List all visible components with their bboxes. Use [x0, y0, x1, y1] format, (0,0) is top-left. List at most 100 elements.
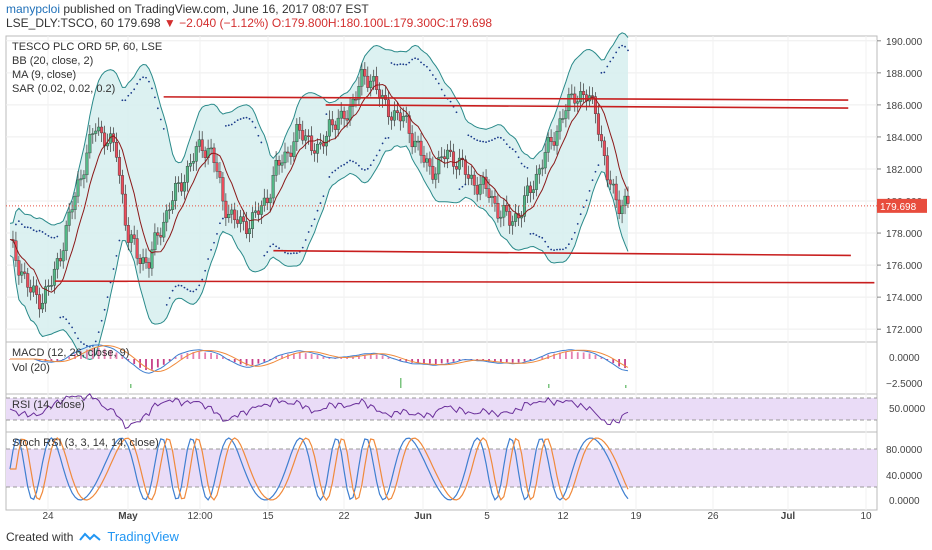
sar-dot-192 — [576, 222, 579, 225]
macd-bar-42 — [133, 359, 136, 364]
time-axis[interactable]: 24 May 12:00 15 22 Jun 5 12 19 26 Jul 10 — [42, 511, 872, 522]
sar-dot-165 — [496, 136, 499, 139]
sar-dot-174 — [523, 165, 526, 168]
candle-body-131 — [395, 110, 399, 114]
sar-dot-76 — [233, 121, 236, 124]
macd-bar-128 — [387, 357, 390, 359]
macd-bar-170 — [511, 359, 514, 363]
sar-dot-133 — [402, 63, 405, 66]
sar-dot-51 — [159, 118, 162, 121]
candle-body-93 — [283, 151, 287, 164]
macd-bar-102 — [310, 354, 313, 359]
price-chart[interactable]: 190.000188.000186.000184.000182.000180.0… — [0, 0, 932, 522]
candle-body-156 — [469, 174, 473, 179]
candle-body-42 — [132, 234, 136, 239]
candle-body-76 — [233, 209, 237, 221]
sar-dot-75 — [230, 123, 233, 126]
sar-dot-74 — [227, 124, 230, 127]
sar-dot-161 — [485, 141, 487, 144]
candle-body-104 — [316, 143, 320, 154]
candle-body-169 — [508, 211, 512, 226]
sar-dot-126 — [381, 142, 384, 145]
sar-dot-178 — [535, 234, 538, 237]
sar-dot-5 — [23, 226, 26, 228]
candle-body-202 — [605, 155, 609, 181]
sar-dot-36 — [115, 254, 118, 257]
candle-body-182 — [546, 137, 550, 153]
candle-body-102 — [310, 135, 314, 151]
candle-body-120 — [363, 69, 367, 77]
time-tick-label-9: 26 — [707, 511, 719, 522]
candle-body-103 — [313, 150, 317, 154]
candle-body-162 — [487, 188, 491, 198]
macd-bar-198 — [594, 355, 597, 359]
sar-dot-20 — [68, 322, 71, 325]
sar-dot-164 — [494, 137, 496, 140]
macd-bar-200 — [600, 357, 603, 359]
candle-body-43 — [135, 238, 139, 259]
legend-ma: MA (9, close) — [12, 69, 76, 81]
sar-dot-131 — [396, 63, 399, 66]
sar-dot-121 — [366, 167, 369, 170]
rsi-axis-50: 50.0000 — [889, 404, 926, 415]
sar-dot-105 — [319, 202, 322, 204]
sar-dot-188 — [565, 247, 567, 249]
sar-dot-91 — [278, 247, 280, 249]
sar-dot-198 — [594, 170, 597, 173]
tradingview-brand-link[interactable]: TradingView — [107, 529, 179, 544]
candle-body-22 — [73, 195, 77, 210]
sar-dot-137 — [414, 57, 417, 60]
candle-body-118 — [357, 86, 361, 100]
candle-body-134 — [404, 115, 408, 117]
candle-body-4 — [20, 271, 24, 276]
candle-body-99 — [301, 130, 305, 141]
candle-body-16 — [55, 258, 59, 270]
sar-dot-89 — [272, 243, 275, 246]
sar-dot-80 — [245, 116, 248, 119]
macd-bar-116 — [352, 356, 354, 359]
candle-body-187 — [561, 118, 565, 120]
macd-bar-36 — [115, 352, 118, 359]
candle-body-92 — [280, 162, 284, 166]
sar-dot-141 — [426, 65, 428, 68]
sar-dot-39 — [124, 99, 127, 102]
price-tick-label-7: 176.000 — [886, 261, 923, 272]
sar-dot-85 — [260, 141, 263, 144]
author-link[interactable]: manypcloi — [6, 2, 61, 16]
sar-dots — [15, 44, 629, 348]
candle-body-109 — [330, 119, 334, 126]
candle-body-159 — [478, 184, 482, 195]
macd-bar-92 — [281, 355, 283, 359]
moving-average-line — [9, 83, 629, 293]
sar-dot-59 — [183, 286, 186, 289]
sar-dot-93 — [284, 251, 286, 254]
candle-body-60 — [185, 165, 189, 183]
sar-dot-64 — [198, 284, 201, 287]
candle-body-87 — [265, 197, 269, 204]
candle-body-176 — [528, 185, 532, 193]
macd-bar-28 — [91, 347, 94, 359]
macd-bar-74 — [227, 359, 230, 360]
candle-body-31 — [100, 126, 104, 134]
candle-body-39 — [123, 193, 127, 226]
candle-body-35 — [111, 133, 115, 143]
candle-body-81 — [248, 228, 252, 234]
rsi-label: RSI (14, close) — [12, 399, 85, 411]
macd-bar-62 — [192, 352, 195, 359]
candle-body-18 — [61, 250, 65, 262]
candle-body-37 — [117, 157, 121, 176]
sar-dot-17 — [59, 316, 62, 319]
candle-body-80 — [245, 221, 249, 234]
price-axis[interactable]: 190.000188.000186.000184.000182.000180.0… — [877, 37, 923, 336]
time-tick-label-1: May — [118, 511, 138, 522]
sar-dot-82 — [251, 120, 254, 123]
sar-dot-88 — [269, 245, 272, 248]
macd-bar-34 — [109, 349, 112, 359]
candle-body-175 — [525, 185, 529, 196]
macd-bar-164 — [494, 359, 496, 362]
candle-body-194 — [582, 91, 586, 95]
candle-body-164 — [493, 196, 497, 204]
macd-bar-118 — [358, 355, 360, 359]
time-tick-label-10: Jul — [781, 511, 796, 522]
sar-dot-46 — [145, 76, 147, 79]
